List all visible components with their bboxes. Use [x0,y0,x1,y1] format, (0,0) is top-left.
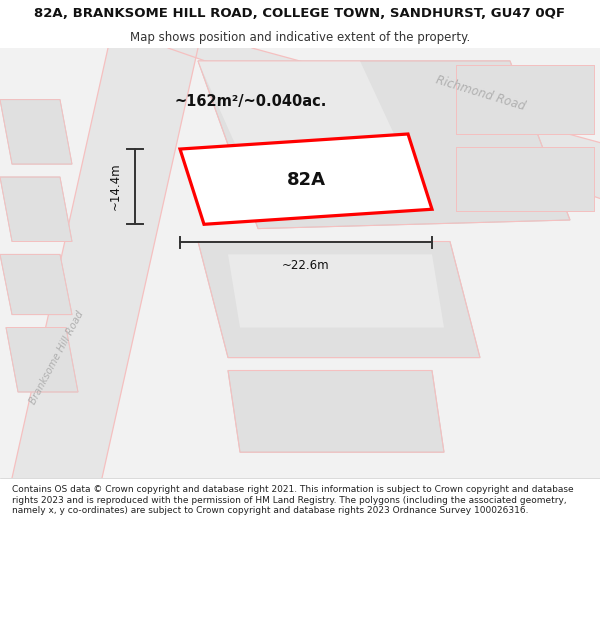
Polygon shape [456,147,594,211]
Text: ~162m²/~0.040ac.: ~162m²/~0.040ac. [174,94,326,109]
Polygon shape [198,61,570,229]
Text: ~22.6m: ~22.6m [282,259,330,272]
Text: Richmond Road: Richmond Road [434,73,526,113]
Polygon shape [180,134,432,224]
Text: Map shows position and indicative extent of the property.: Map shows position and indicative extent… [130,31,470,44]
Polygon shape [228,371,444,452]
Polygon shape [0,99,72,164]
Polygon shape [456,65,594,134]
Polygon shape [168,48,600,199]
Text: 82A: 82A [287,171,325,189]
Polygon shape [228,254,444,328]
Polygon shape [0,254,72,314]
Text: 82A, BRANKSOME HILL ROAD, COLLEGE TOWN, SANDHURST, GU47 0QF: 82A, BRANKSOME HILL ROAD, COLLEGE TOWN, … [35,7,566,20]
Text: ~14.4m: ~14.4m [109,163,122,211]
Polygon shape [12,48,198,478]
Polygon shape [198,61,408,168]
Text: Branksome Hill Road: Branksome Hill Road [28,309,86,406]
Polygon shape [0,177,72,241]
Polygon shape [6,328,78,392]
Polygon shape [198,241,480,358]
Text: Contains OS data © Crown copyright and database right 2021. This information is : Contains OS data © Crown copyright and d… [12,486,574,515]
